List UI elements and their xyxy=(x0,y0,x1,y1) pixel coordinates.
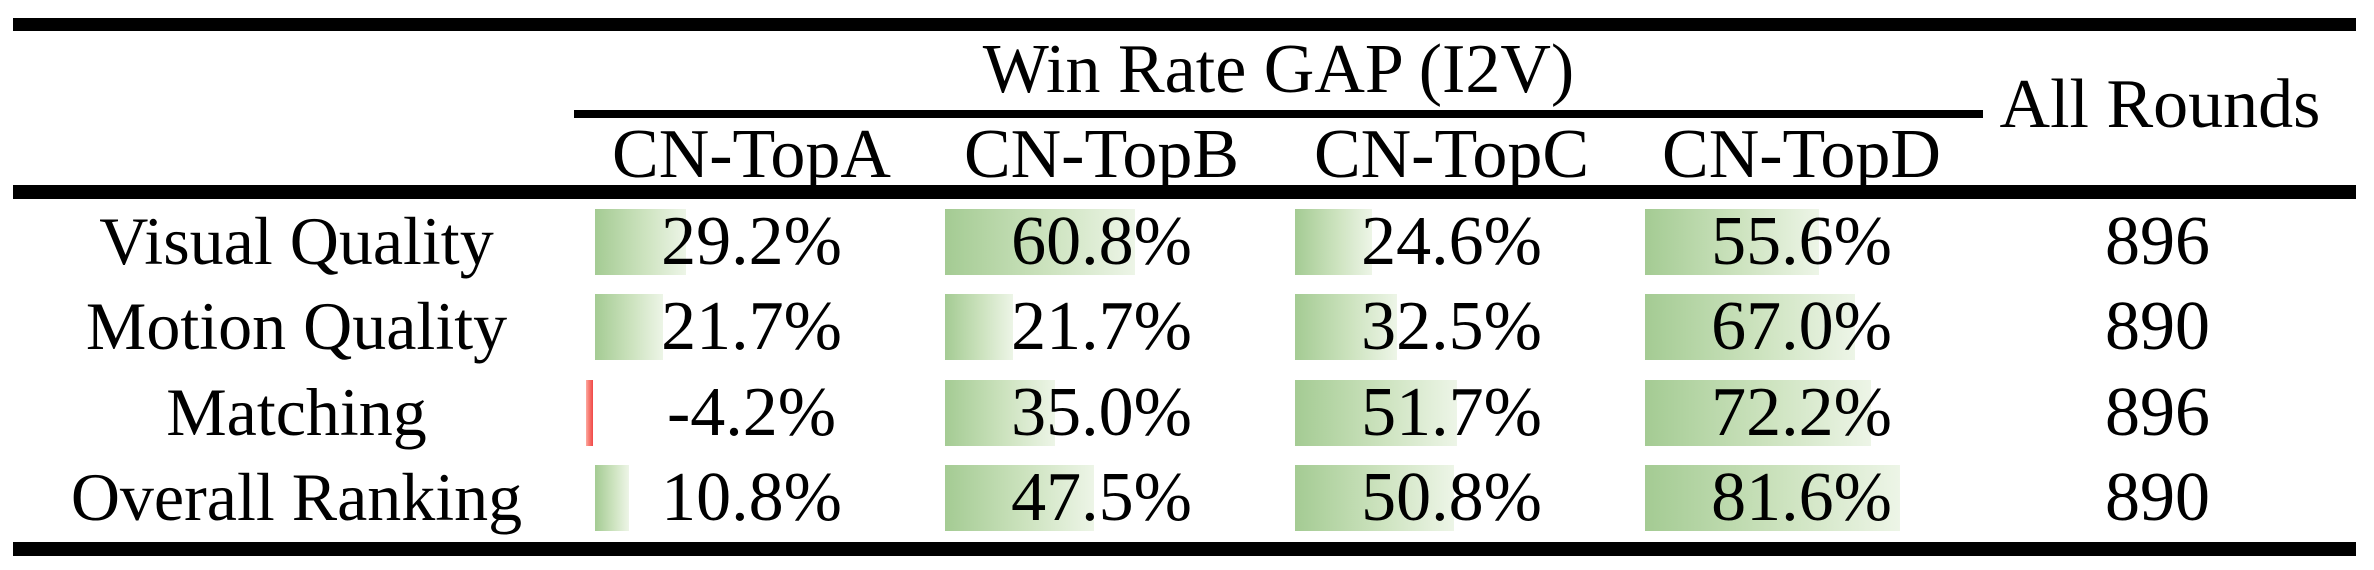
data-cell: -4.2% xyxy=(586,370,908,455)
cell-value: 21.7% xyxy=(1011,287,1192,365)
cell-value: 67.0% xyxy=(1711,287,1892,365)
cell-value: 50.8% xyxy=(1361,458,1542,536)
row-label: Overall Ranking xyxy=(70,459,523,535)
data-bar xyxy=(1295,208,1372,275)
cell-value: 21.7% xyxy=(661,287,842,365)
data-bar xyxy=(945,208,1136,275)
rule-bottom xyxy=(13,542,2356,556)
data-cell: 60.8% xyxy=(945,199,1258,284)
cell-value: -4.2% xyxy=(666,373,837,451)
cell-value: 32.5% xyxy=(1361,287,1542,365)
data-cell: 24.6% xyxy=(1295,199,1608,284)
column-header-cn-topb: CN-TopB xyxy=(963,116,1240,193)
data-bar-negative xyxy=(586,379,593,446)
all-rounds-value: 890 xyxy=(2105,458,2210,536)
cell-value: 51.7% xyxy=(1361,373,1542,451)
column-header-cn-topc: CN-TopC xyxy=(1313,116,1590,193)
data-cell: 35.0% xyxy=(945,370,1258,455)
data-cell: 50.8% xyxy=(1295,455,1608,540)
data-bar xyxy=(1295,379,1457,446)
data-bar xyxy=(1295,293,1397,360)
data-cell: 21.7% xyxy=(945,284,1258,369)
data-cell: 51.7% xyxy=(1295,370,1608,455)
cell-value: 81.6% xyxy=(1711,458,1892,536)
rule-under-column-headers xyxy=(13,185,2356,199)
data-bar xyxy=(1645,293,1855,360)
cell-value: 47.5% xyxy=(1011,458,1192,536)
data-bar xyxy=(595,293,663,360)
data-cell: 55.6% xyxy=(1645,199,1958,284)
row-label: Motion Quality xyxy=(85,288,508,364)
data-bar xyxy=(1645,464,1901,531)
data-cell: 29.2% xyxy=(595,199,908,284)
cell-value: 24.6% xyxy=(1361,202,1542,280)
rule-top xyxy=(13,18,2356,31)
cell-value: 55.6% xyxy=(1711,202,1892,280)
data-bar xyxy=(1295,464,1454,531)
data-cell: 32.5% xyxy=(1295,284,1608,369)
data-cell: 81.6% xyxy=(1645,455,1958,540)
all-rounds-value: 896 xyxy=(2105,373,2210,451)
column-header-cn-topd: CN-TopD xyxy=(1662,116,1941,193)
cell-value: 60.8% xyxy=(1011,202,1192,280)
column-header-cn-topa: CN-TopA xyxy=(612,116,891,193)
data-cell: 21.7% xyxy=(595,284,908,369)
data-bar xyxy=(945,464,1094,531)
cell-value: 35.0% xyxy=(1011,373,1192,451)
all-rounds-value: 890 xyxy=(2105,287,2210,365)
rule-under-group-header xyxy=(574,110,1983,118)
data-cell: 10.8% xyxy=(595,455,908,540)
data-bar xyxy=(1645,379,1871,446)
data-bar xyxy=(595,208,687,275)
row-label: Matching xyxy=(166,374,427,450)
cell-value: 10.8% xyxy=(661,458,842,536)
data-cell: 72.2% xyxy=(1645,370,1958,455)
data-bar xyxy=(945,293,1013,360)
data-bar xyxy=(945,379,1055,446)
data-bar xyxy=(595,464,629,531)
row-label: Visual Quality xyxy=(99,203,494,279)
cell-value: 72.2% xyxy=(1711,373,1892,451)
data-cell: 67.0% xyxy=(1645,284,1958,369)
data-cell: 47.5% xyxy=(945,455,1258,540)
all-rounds-value: 896 xyxy=(2105,202,2210,280)
column-header-all-rounds: All Rounds xyxy=(1999,66,2321,143)
cell-value: 29.2% xyxy=(661,202,842,280)
data-bar xyxy=(1645,208,1819,275)
group-header-title: Win Rate GAP (I2V) xyxy=(982,31,1575,108)
